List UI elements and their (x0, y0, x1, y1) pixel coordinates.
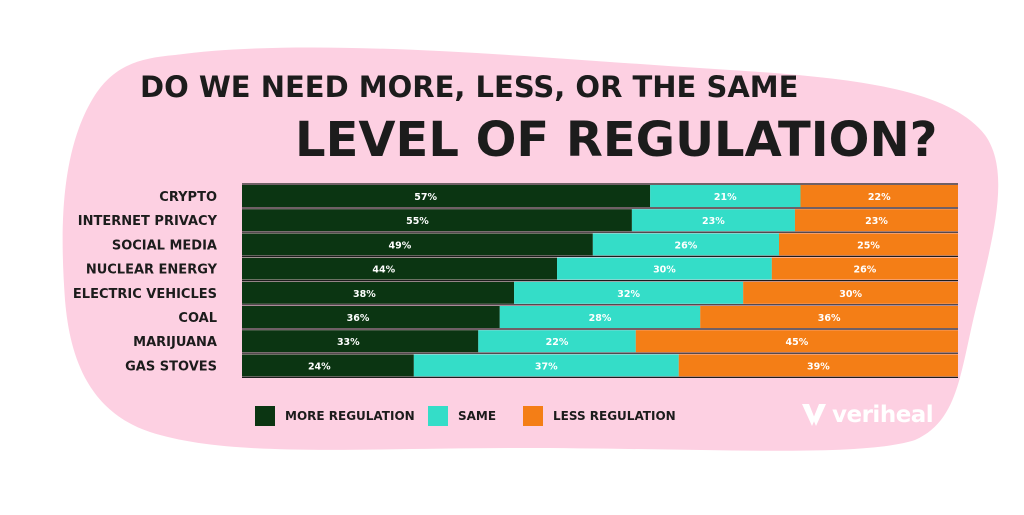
data-label: 33% (337, 337, 360, 348)
data-label: 37% (535, 361, 558, 372)
legend-swatch-same (428, 406, 448, 426)
data-label: 44% (372, 265, 395, 276)
data-label: 49% (389, 240, 412, 251)
data-label: 32% (617, 289, 640, 300)
category-label: ELECTRIC VEHICLES (73, 287, 217, 302)
category-label: SOCIAL MEDIA (112, 238, 217, 253)
legend-label-less: LESS REGULATION (553, 409, 676, 423)
category-label: MARIJUANA (133, 335, 217, 350)
category-label: CRYPTO (159, 190, 217, 205)
data-label: 36% (347, 313, 370, 324)
legend-item-same: SAME (428, 405, 496, 427)
legend-swatch-less (523, 406, 543, 426)
category-label: GAS STOVES (125, 359, 217, 374)
data-label: 38% (353, 289, 376, 300)
data-label: 26% (675, 240, 698, 251)
bar-segment (242, 282, 514, 304)
bar-segment (242, 185, 650, 207)
category-label: INTERNET PRIVACY (78, 214, 218, 229)
data-label: 30% (839, 289, 862, 300)
data-label: 55% (406, 216, 429, 227)
data-label: 25% (857, 240, 880, 251)
data-label: 22% (868, 192, 891, 203)
category-label: NUCLEAR ENERGY (86, 263, 218, 278)
data-label: 26% (854, 265, 877, 276)
bar-segment (242, 306, 500, 328)
logo-text: veriheal (832, 402, 933, 428)
data-label: 36% (818, 313, 841, 324)
legend-swatch-more (255, 406, 275, 426)
data-label: 22% (546, 337, 569, 348)
bar-segment (242, 233, 593, 255)
data-label: 23% (702, 216, 725, 227)
bar-segment (242, 330, 478, 352)
legend-label-more: MORE REGULATION (285, 409, 415, 423)
veriheal-v-icon (800, 401, 828, 429)
bars-group: 57% 21% 22% 55% 23% 23% 49% 26% 25% 44% 30% 26% 38% 3… (242, 184, 958, 377)
legend-label-same: SAME (458, 409, 496, 423)
legend-item-less: LESS REGULATION (523, 405, 676, 427)
bar-segment (242, 258, 557, 280)
legend-item-more: MORE REGULATION (255, 405, 415, 427)
veriheal-logo: veriheal (800, 400, 933, 430)
data-label: 45% (786, 337, 809, 348)
data-label: 23% (865, 216, 888, 227)
data-label: 21% (714, 192, 737, 203)
data-label: 39% (807, 361, 830, 372)
bar-segment (242, 209, 632, 231)
data-label: 28% (589, 313, 612, 324)
data-label: 30% (653, 265, 676, 276)
data-label: 57% (414, 192, 437, 203)
category-labels: CRYPTO INTERNET PRIVACY SOCIAL MEDIA NUCLEA… (73, 190, 218, 374)
data-label: 24% (308, 361, 331, 372)
category-label: COAL (178, 311, 217, 326)
